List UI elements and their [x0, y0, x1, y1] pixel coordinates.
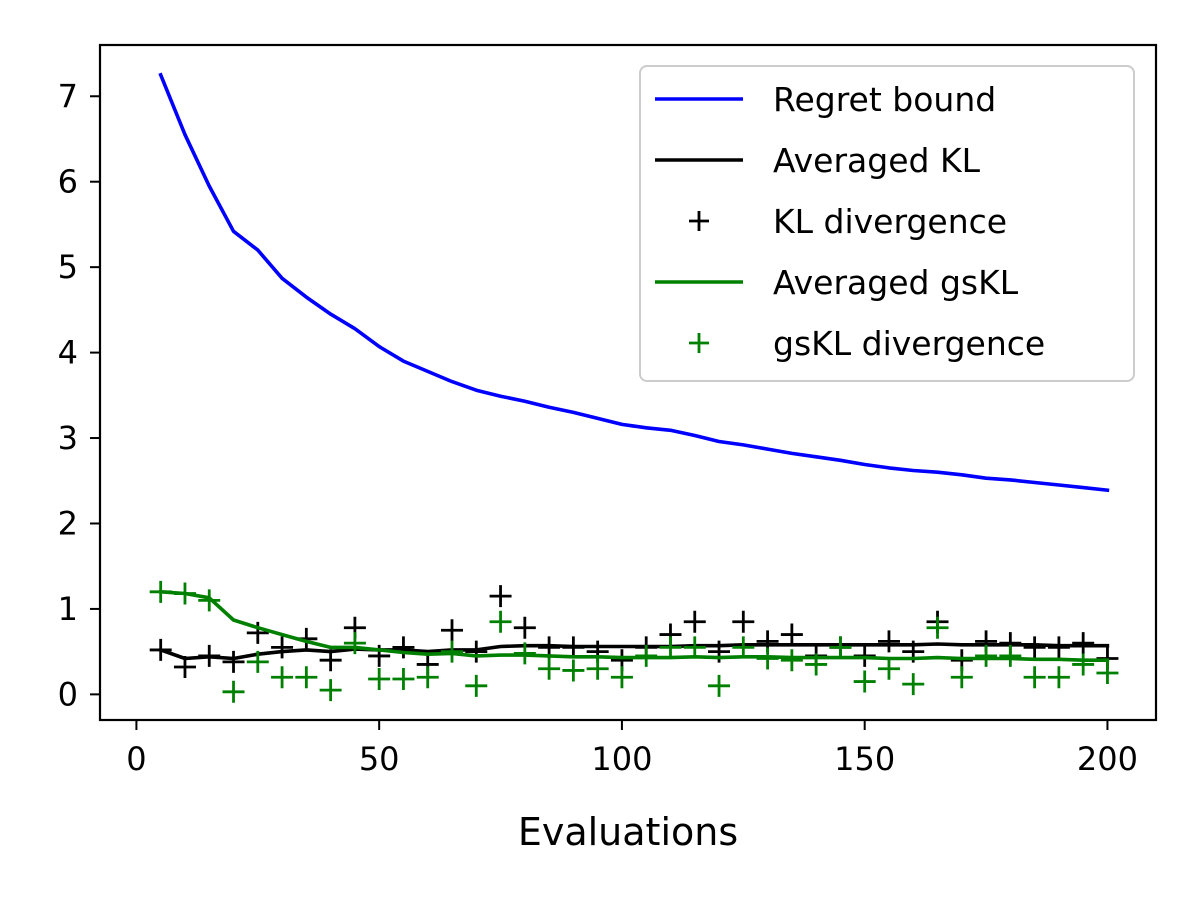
- marker-kl-divergence: [392, 636, 415, 659]
- marker-gskl-divergence: [416, 666, 439, 689]
- legend-label-averaged-gskl: Averaged gsKL: [773, 263, 1019, 302]
- marker-gskl-divergence: [1072, 653, 1095, 676]
- series-gskl-divergence: [149, 580, 1119, 703]
- marker-kl-divergence: [222, 650, 245, 673]
- marker-gskl-divergence: [732, 636, 755, 659]
- series-averaged-kl: [158, 642, 1110, 661]
- y-tick-label: 5: [58, 248, 78, 286]
- y-tick-label: 3: [58, 419, 78, 457]
- marker-kl-divergence: [562, 636, 585, 659]
- y-tick-label: 7: [58, 77, 78, 115]
- marker-gskl-divergence: [173, 582, 196, 605]
- x-tick-label: 50: [359, 740, 400, 778]
- marker-gskl-divergence: [319, 679, 342, 702]
- marker-kl-divergence: [780, 623, 803, 646]
- marker-kl-divergence: [1072, 632, 1095, 655]
- x-tick-label: 200: [1077, 740, 1138, 778]
- marker-gskl-divergence: [950, 666, 973, 689]
- marker-gskl-divergence: [538, 657, 561, 680]
- marker-gskl-divergence: [708, 674, 731, 697]
- plot-frame: [98, 43, 1158, 722]
- series-averaged-gskl: [158, 589, 1110, 663]
- x-axis-label: Evaluations: [518, 810, 738, 854]
- y-tick-label: 0: [58, 675, 78, 713]
- marker-gskl-divergence: [198, 589, 221, 612]
- marker-kl-divergence: [173, 656, 196, 679]
- series-line-averaged-gskl: [158, 589, 1110, 663]
- marker-gskl-divergence: [926, 616, 949, 639]
- legend-swatch-kl-divergence: [689, 211, 709, 231]
- y-tick-label: 6: [58, 163, 78, 201]
- marker-kl-divergence: [149, 638, 172, 661]
- marker-gskl-divergence: [441, 640, 463, 663]
- marker-gskl-divergence: [659, 636, 682, 659]
- marker-kl-divergence: [683, 610, 706, 633]
- marker-kl-divergence: [1023, 636, 1046, 659]
- marker-gskl-divergence: [683, 636, 706, 659]
- legend-box: [639, 65, 1135, 382]
- marker-gskl-divergence: [149, 580, 172, 603]
- marker-gskl-divergence: [1047, 666, 1070, 689]
- marker-gskl-divergence: [513, 642, 536, 665]
- marker-kl-divergence: [489, 585, 512, 608]
- marker-kl-divergence: [1047, 636, 1070, 659]
- marker-kl-divergence: [271, 636, 294, 659]
- series-line-averaged-kl: [158, 642, 1110, 661]
- marker-gskl-divergence: [246, 650, 269, 673]
- marker-gskl-divergence: [271, 666, 294, 689]
- marker-gskl-divergence: [780, 649, 803, 672]
- marker-gskl-divergence: [805, 653, 828, 676]
- legend: Regret bound Averaged KL KL divergence A…: [639, 65, 1135, 382]
- x-tick-label: 100: [591, 740, 652, 778]
- marker-gskl-divergence: [635, 644, 658, 667]
- marker-gskl-divergence: [368, 667, 391, 690]
- marker-kl-divergence: [465, 640, 488, 663]
- legend-label-averaged-kl: Averaged KL: [773, 141, 981, 180]
- marker-gskl-divergence: [392, 667, 415, 690]
- marker-kl-divergence: [198, 644, 221, 667]
- series-layer: [149, 72, 1119, 703]
- legend-label-regret-bound: Regret bound: [773, 80, 996, 119]
- marker-gskl-divergence: [1096, 662, 1119, 685]
- legend-label-kl-divergence: KL divergence: [773, 202, 1007, 241]
- marker-kl-divergence: [319, 649, 342, 672]
- marker-kl-divergence: [513, 616, 536, 639]
- marker-gskl-divergence: [465, 674, 488, 697]
- series-line-regret-bound: [158, 72, 1110, 493]
- marker-gskl-divergence: [562, 659, 585, 682]
- marker-gskl-divergence: [343, 632, 366, 655]
- marker-gskl-divergence: [295, 666, 318, 689]
- legend-swatch-gskl-divergence: [689, 333, 709, 353]
- y-tick-label: 2: [58, 504, 78, 542]
- y-axis: 0 1 2 3 4 5 6 7: [58, 77, 100, 713]
- x-axis: 0 50 100 150 200: [126, 720, 1138, 778]
- marker-gskl-divergence: [877, 657, 900, 680]
- marker-gskl-divergence: [756, 647, 779, 670]
- series-regret-bound: [158, 72, 1110, 493]
- y-tick-label: 4: [58, 334, 78, 372]
- marker-kl-divergence: [246, 621, 269, 644]
- marker-gskl-divergence: [222, 680, 245, 703]
- marker-gskl-divergence: [829, 636, 852, 659]
- marker-kl-divergence: [877, 630, 900, 653]
- legend-label-gskl-divergence: gsKL divergence: [773, 324, 1045, 363]
- marker-kl-divergence: [732, 610, 755, 633]
- y-tick-label: 1: [58, 590, 78, 628]
- marker-gskl-divergence: [489, 610, 512, 633]
- marker-kl-divergence: [441, 619, 463, 642]
- x-tick-label: 150: [834, 740, 895, 778]
- marker-gskl-divergence: [902, 673, 925, 696]
- marker-gskl-divergence: [610, 666, 633, 689]
- x-tick-label: 0: [126, 740, 146, 778]
- marker-gskl-divergence: [999, 644, 1022, 667]
- marker-gskl-divergence: [1023, 666, 1046, 689]
- marker-gskl-divergence: [975, 644, 998, 667]
- marker-gskl-divergence: [586, 657, 609, 680]
- marker-gskl-divergence: [853, 670, 876, 693]
